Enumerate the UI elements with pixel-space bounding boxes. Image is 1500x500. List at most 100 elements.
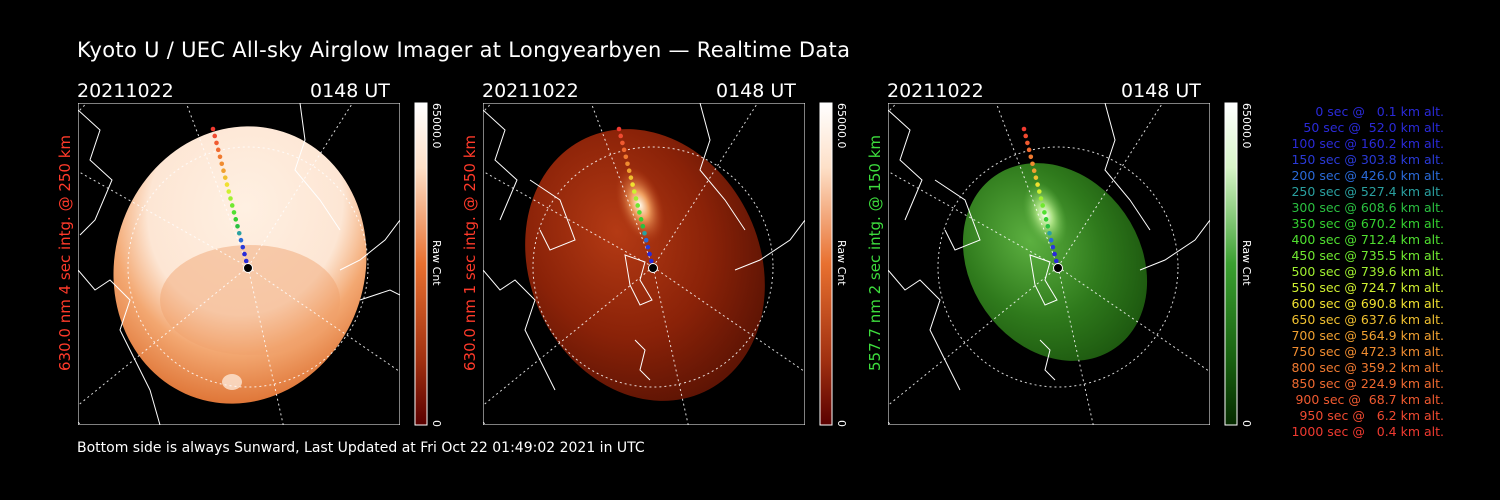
trajectory-dot [215,147,221,153]
trajectory-dot [229,203,235,208]
trajectory-dot [1048,237,1054,243]
trajectory-dot [228,196,233,201]
trajectory-dot [214,140,219,146]
trajectory-dot [1031,168,1037,173]
trajectory-dot [649,258,654,264]
trajectory-dot [643,237,649,243]
trajectory-dot [1054,258,1059,264]
trajectory-dot [222,175,228,180]
legend-row: 0 sec @ 0.1 km alt. [1315,104,1444,119]
legend-row: 650 sec @ 637.6 km alt. [1291,312,1444,327]
trajectory-dot [221,168,226,173]
legend-row: 100 sec @ 160.2 km alt. [1291,136,1444,151]
legend-row: 300 sec @ 608.6 km alt. [1291,200,1444,215]
panel-2-aurora-arc [615,166,665,244]
legend-row: 800 sec @ 359.2 km alt. [1291,360,1444,375]
panel-1-trajectory [210,126,253,273]
panel-2-time: 0148 UT [716,80,796,102]
panel-2-date: 20211022 [482,80,579,102]
colorbar-2 [819,102,833,426]
trajectory-dot [1043,217,1049,222]
trajectory-endpoint [648,263,658,273]
trajectory-dot [640,224,646,229]
trajectory-dot [626,168,632,173]
trajectory-dot [219,161,225,167]
legend-row: 950 sec @ 6.2 km alt. [1299,408,1444,423]
trajectory-dot [1021,126,1027,132]
trajectory-dot [1037,189,1042,194]
trajectory-dot [224,182,230,187]
panel-3-date: 20211022 [887,80,984,102]
trajectory-legend: 0 sec @ 0.1 km alt. 50 sec @ 52.0 km alt… [1262,104,1444,440]
trajectory-dot [625,161,630,167]
colorbar-3 [1224,102,1238,426]
footer-status: Bottom side is always Sunward, Last Upda… [77,440,645,456]
trajectory-dot [635,203,640,208]
trajectory-dot [1025,140,1030,146]
panel-1-airglow-image [113,126,367,404]
legend-row: 150 sec @ 303.8 km alt. [1291,152,1444,167]
legend-row: 350 sec @ 670.2 km alt. [1291,216,1444,231]
trajectory-dot [1028,154,1034,160]
panel-3-aurora-arc [1022,182,1068,248]
trajectory-dot [1038,196,1044,201]
panel-2-trajectory [616,126,658,273]
page-title: Kyoto U / UEC All-sky Airglow Imager at … [77,38,851,62]
trajectory-endpoint [243,263,253,273]
trajectory-dot [243,258,249,264]
legend-row: 500 sec @ 739.6 km alt. [1291,264,1444,279]
trajectory-dot [645,244,651,250]
legend-row: 750 sec @ 472.3 km alt. [1291,344,1444,359]
trajectory-dot [210,126,216,132]
legend-row: 50 sec @ 52.0 km alt. [1303,120,1444,135]
panel-1-date: 20211022 [77,80,174,102]
trajectory-dot [217,154,223,160]
panel-3-time: 0148 UT [1121,80,1201,102]
panel-3-trajectory [1021,126,1063,273]
legend-row: 600 sec @ 690.8 km alt. [1291,296,1444,311]
trajectory-dot [238,237,244,243]
trajectory-dot [618,133,623,139]
trajectory-dot [242,251,247,257]
trajectory-dot [628,175,634,180]
trajectory-dot [235,224,240,229]
legend-row: 900 sec @ 68.7 km alt. [1295,392,1444,407]
trajectory-dot [236,230,242,236]
trajectory-dot [642,230,647,236]
panel-2-skymap [483,103,805,425]
legend-row: 250 sec @ 527.4 km alt. [1291,184,1444,199]
legend-row: 400 sec @ 712.4 km alt. [1291,232,1444,247]
trajectory-dot [226,189,232,194]
trajectory-dot [231,210,237,215]
colorbar-1 [414,102,428,426]
trajectory-dot [212,133,218,139]
trajectory-dot [647,251,652,257]
trajectory-dot [630,182,635,187]
legend-row: 200 sec @ 426.0 km alt. [1291,168,1444,183]
panel-1-time: 0148 UT [310,80,390,102]
trajectory-dot [1052,251,1057,257]
trajectory-dot [1026,147,1032,153]
panel-1-skymap [78,103,400,425]
trajectory-dot [638,217,644,222]
trajectory-dot [1040,203,1045,208]
trajectory-dot [233,217,239,222]
trajectory-dot [1033,175,1039,180]
trajectory-dot [240,244,246,250]
trajectory-dot [623,154,629,160]
trajectory-dot [616,126,622,132]
legend-row: 850 sec @ 224.9 km alt. [1291,376,1444,391]
trajectory-dot [637,210,642,215]
trajectory-dot [621,147,627,153]
trajectory-dot [1050,244,1056,250]
panel-2-airglow-image [525,129,765,401]
trajectory-endpoint [1053,263,1063,273]
legend-row: 450 sec @ 735.5 km alt. [1291,248,1444,263]
trajectory-dot [632,189,637,194]
trajectory-dot [620,140,625,146]
trajectory-dot [1047,230,1052,236]
trajectory-dot [633,196,639,201]
trajectory-dot [1035,182,1040,187]
trajectory-dot [1023,133,1028,139]
